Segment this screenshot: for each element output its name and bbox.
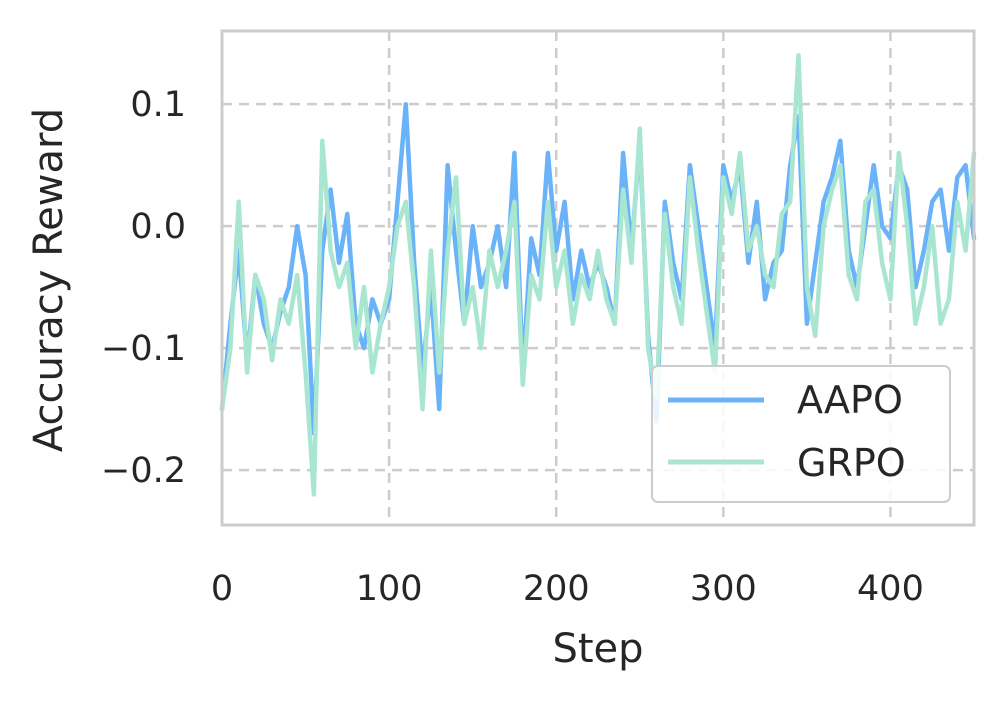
legend-label-aapo: AAPO xyxy=(797,378,903,422)
x-ticks: 0 100 200 300 400 xyxy=(211,569,924,609)
x-tick-label-1: 100 xyxy=(356,569,423,609)
y-ticks: −0.2 −0.1 0.0 0.1 xyxy=(101,85,186,491)
x-tick-label-0: 0 xyxy=(211,569,233,609)
plot-frame xyxy=(220,29,976,527)
y-tick-label-2: 0.0 xyxy=(130,207,186,247)
legend-label-grpo: GRPO xyxy=(797,441,906,485)
y-tick-label-0: −0.2 xyxy=(101,451,186,491)
legend: AAPO GRPO xyxy=(651,365,951,503)
y-tick-label-3: 0.1 xyxy=(130,85,186,125)
x-tick-label-4: 400 xyxy=(857,569,924,609)
x-tick-label-2: 200 xyxy=(523,569,590,609)
y-axis-label: Accuracy Reward xyxy=(26,108,72,452)
y-tick-label-1: −0.1 xyxy=(101,329,186,369)
series-layer xyxy=(219,53,977,497)
series-line-grpo xyxy=(219,53,977,497)
x-axis-label: Step xyxy=(552,626,643,672)
x-tick-label-3: 300 xyxy=(690,569,757,609)
